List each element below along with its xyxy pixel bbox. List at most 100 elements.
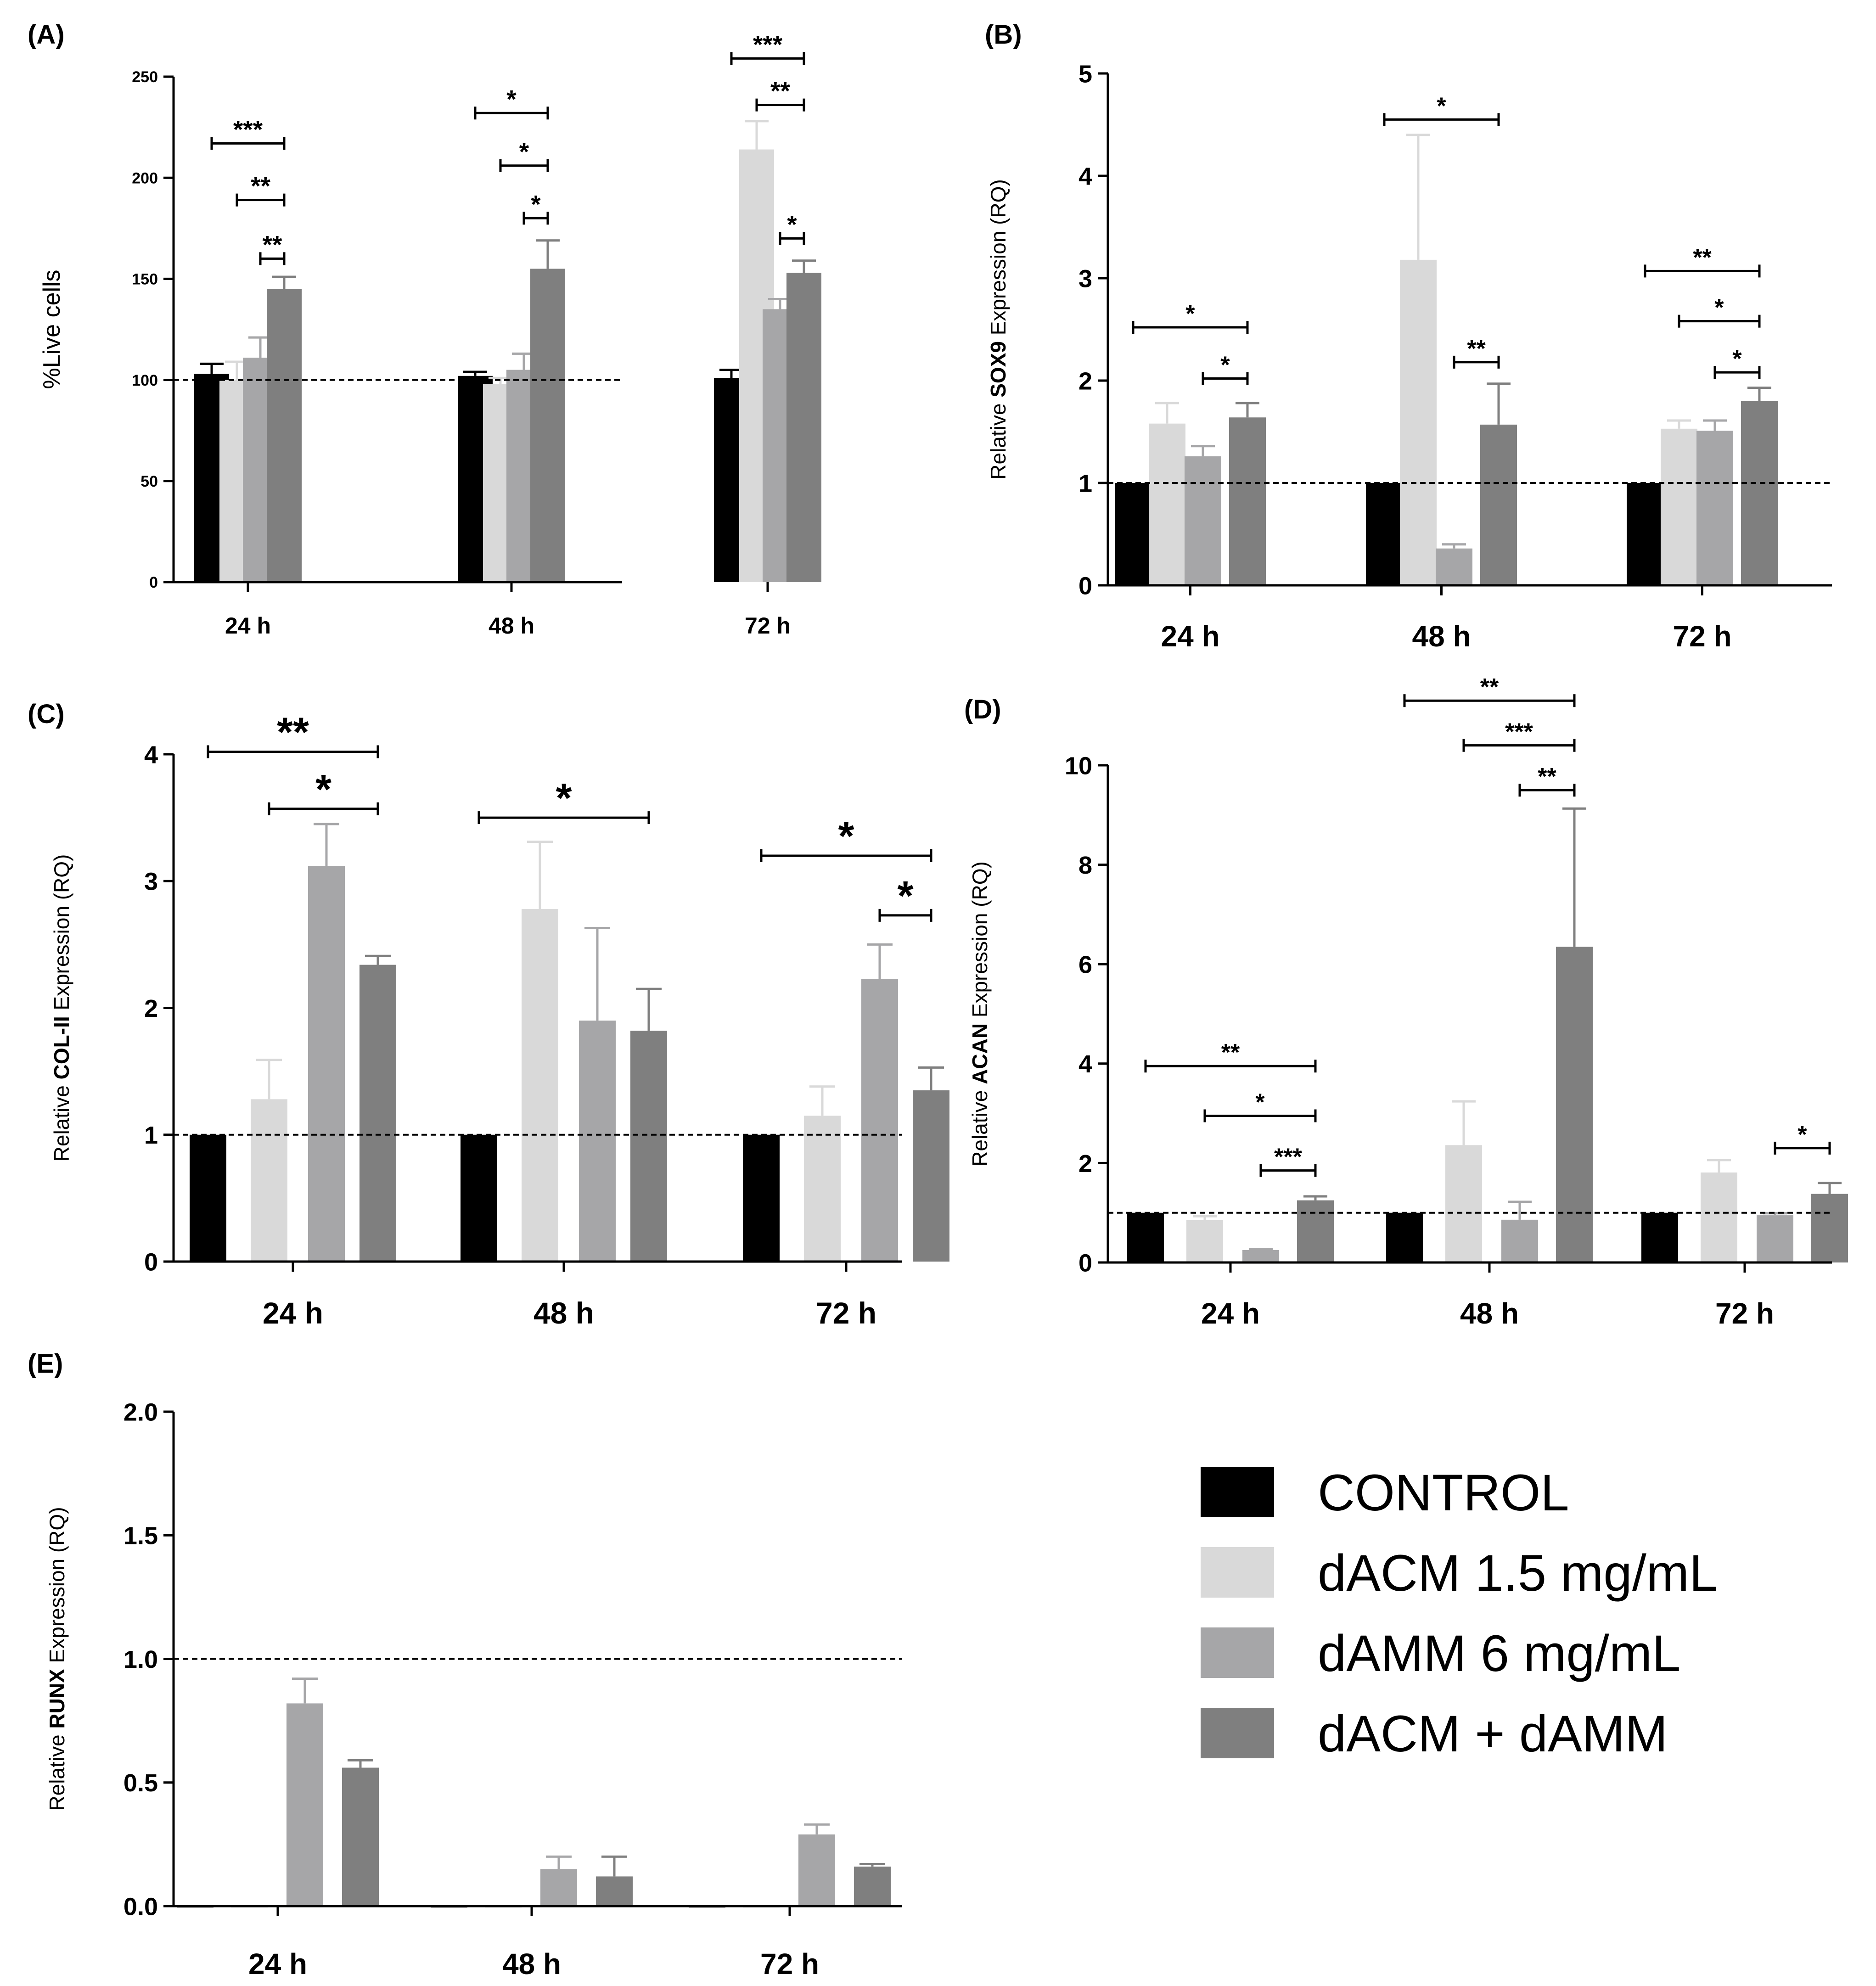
legend-swatch [1201,1547,1274,1598]
significance-label: ** [263,230,282,258]
bar-dacm-damm-24h [1229,417,1266,585]
y-tick-label: 250 [132,68,158,86]
y-axis-label-part: %Live cells [39,269,65,389]
y-tick-label: 3 [144,868,158,896]
significance-label: ** [251,172,270,200]
significance-label: ** [1538,763,1556,790]
panel-label: (B) [985,20,1022,50]
bar-dacm-damm-72h [786,273,821,582]
significance-label: ** [770,77,790,105]
bar-dacm-1-5-mg-ml-48h [1445,1145,1482,1262]
y-tick-label: 1 [1078,470,1092,497]
legend-label: CONTROL [1318,1464,1569,1521]
y-tick-label: 4 [144,741,158,769]
x-category-label: 24 h [248,1947,307,1980]
y-tick-label: 1.0 [124,1646,158,1673]
y-axis-label-part: ACAN [968,1023,992,1084]
y-tick-label: 3 [1078,265,1092,292]
significance-label: * [315,767,331,813]
bar-damm-6-mg-ml-24h [286,1703,323,1906]
x-category-label: 72 h [816,1296,876,1330]
y-tick-label: 1 [144,1122,158,1149]
bar-dacm-damm-72h [1741,401,1778,585]
y-axis-label-part: SOX9 [986,341,1010,398]
y-tick-label: 0 [1078,1249,1092,1277]
panel-label: (D) [964,695,1001,724]
significance-label: *** [1505,719,1533,746]
panel-label: (E) [28,1349,63,1379]
bar-damm-6-mg-ml-72h [1696,431,1733,585]
bar-damm-6-mg-ml-24h [1185,456,1221,585]
y-axis-label-part: Expression (RQ) [986,179,1010,341]
y-tick-label: 0.5 [124,1769,158,1797]
legend-label: dAMM 6 mg/mL [1318,1625,1680,1682]
bar-damm-6-mg-ml-72h [1757,1215,1793,1262]
bar-control-72h [743,1134,780,1262]
significance-label: * [1255,1089,1265,1116]
bar-dacm-1-5-mg-ml-24h [251,1099,287,1262]
x-category-label: 48 h [502,1947,561,1980]
chart-panel-e: (E) 0.0 0.5 1.0 1.5 2.0 24 h 48 h 72 h Relative R… [28,1349,902,1980]
bar-dacm-damm-24h [342,1767,379,1906]
bar-dacm-damm-48h [1556,947,1593,1262]
significance-label: * [519,137,529,166]
bar-dacm-damm-48h [630,1031,667,1262]
x-category-label: 48 h [489,613,534,639]
y-tick-label: 6 [1078,951,1092,979]
significance-label: * [506,84,517,113]
y-tick-label: 4 [1078,163,1092,190]
significance-label: * [897,873,913,919]
bar-control-48h [1366,483,1403,585]
x-category-label: 72 h [1715,1297,1774,1330]
bar-dacm-1-5-mg-ml-72h [1661,428,1697,585]
significance-label: *** [233,115,263,143]
bar-control-72h [1641,1212,1678,1262]
bar-control-24h [190,1134,226,1262]
chart-panel-a: (A) 0 50 100 150 200 250 24 h 48 h 72 h %Live cell… [28,20,821,639]
y-axis-label: Relative SOX9 Expression (RQ) [986,179,1010,479]
bar-dacm-1-5-mg-ml-24h [1149,423,1185,585]
bar-dacm-damm-72h [913,1090,949,1262]
y-tick-label: 150 [132,271,158,288]
significance-label: ** [1480,674,1499,701]
chart-panel-c: (C) 0 1 2 3 4 24 h 48 h 72 h Relative COL-II Expr… [28,699,949,1330]
y-axis-label-part: Expression (RQ) [50,854,73,1016]
y-axis-label-part: RUNX [45,1669,69,1729]
bar-dacm-1-5-mg-ml-24h [1186,1220,1223,1262]
significance-label: *** [1274,1144,1302,1171]
x-category-label: 24 h [225,613,271,639]
bar-damm-6-mg-ml-48h [1436,548,1472,585]
y-tick-label: 0 [144,1248,158,1276]
x-category-label: 72 h [760,1947,819,1980]
y-axis-label-part: Relative [50,1079,73,1161]
y-tick-label: 8 [1078,852,1092,879]
significance-label: * [1732,346,1742,372]
chart-panel-d: (D) 0 2 4 6 8 10 24 h 48 h 72 h Relative ACAN Expr… [964,674,1848,1330]
x-category-label: 48 h [534,1296,594,1330]
significance-label: * [1714,295,1724,321]
bar-dacm-damm-72h [854,1866,891,1906]
bar-dacm-1-5-mg-ml-72h [1701,1172,1737,1262]
panel-label: (A) [28,20,65,50]
y-tick-label: 2.0 [124,1398,158,1426]
significance-label: * [531,190,541,218]
bar-dacm-damm-24h [359,965,396,1262]
legend: CONTROL dACM 1.5 mg/mL dAMM 6 mg/mL dACM + … [1201,1464,1718,1762]
significance-label: * [1185,301,1195,327]
y-tick-label: 2 [144,995,158,1022]
y-tick-label: 0.0 [124,1893,158,1920]
y-tick-label: 4 [1078,1050,1092,1078]
x-category-label: 48 h [1412,620,1471,653]
legend-swatch [1201,1627,1274,1678]
y-tick-label: 2 [1078,367,1092,395]
y-axis-label: Relative ACAN Expression (RQ) [968,861,992,1167]
y-axis-label-part: COL-II [50,1016,73,1079]
panel-label: (C) [28,699,65,729]
bar-damm-6-mg-ml-48h [579,1021,616,1262]
y-axis-label-part: Expression (RQ) [45,1507,69,1669]
bar-damm-6-mg-ml-72h [798,1834,835,1906]
y-axis-label: Relative RUNX Expression (RQ) [45,1507,69,1811]
significance-label: ** [277,709,309,755]
y-tick-label: 0 [149,574,158,591]
bar-control-24h [1127,1212,1164,1262]
